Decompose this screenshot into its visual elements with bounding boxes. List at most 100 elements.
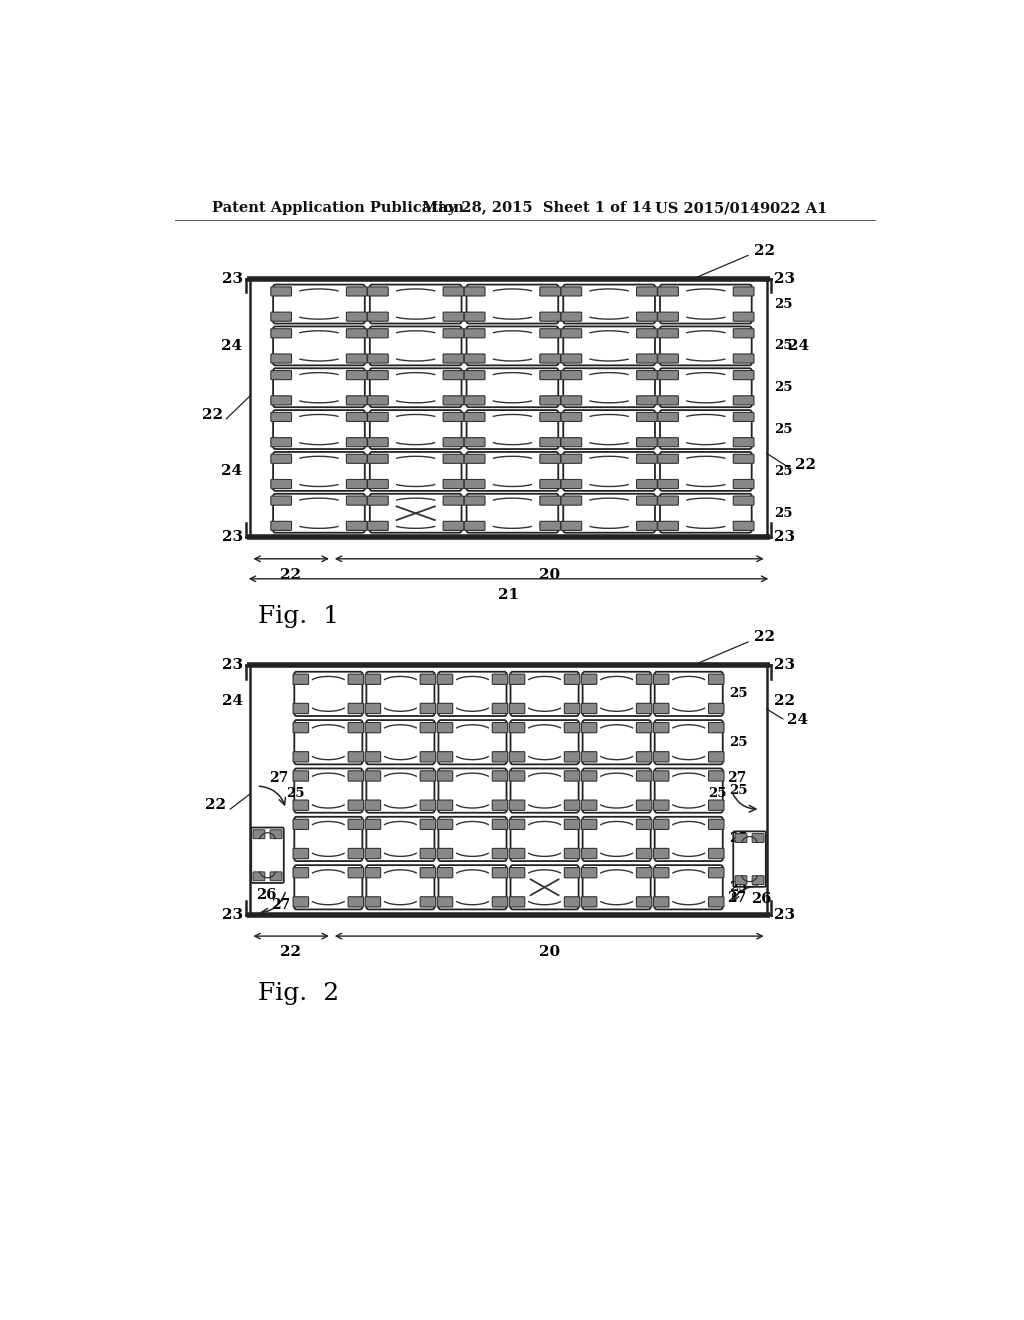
Text: US 2015/0149022 A1: US 2015/0149022 A1 — [655, 202, 827, 215]
Text: 23: 23 — [221, 531, 243, 544]
FancyBboxPatch shape — [733, 312, 754, 321]
FancyBboxPatch shape — [636, 800, 652, 810]
FancyBboxPatch shape — [583, 721, 650, 764]
Text: 21: 21 — [498, 589, 519, 602]
FancyBboxPatch shape — [270, 496, 292, 506]
FancyBboxPatch shape — [653, 704, 669, 714]
FancyBboxPatch shape — [348, 704, 364, 714]
FancyBboxPatch shape — [294, 865, 362, 909]
FancyBboxPatch shape — [637, 521, 657, 531]
FancyBboxPatch shape — [509, 722, 524, 733]
FancyBboxPatch shape — [564, 722, 580, 733]
FancyBboxPatch shape — [509, 820, 524, 829]
FancyBboxPatch shape — [540, 286, 560, 296]
FancyBboxPatch shape — [348, 849, 364, 858]
FancyBboxPatch shape — [540, 412, 560, 421]
FancyBboxPatch shape — [294, 721, 362, 764]
FancyBboxPatch shape — [709, 820, 724, 829]
FancyBboxPatch shape — [582, 751, 597, 762]
Text: 22: 22 — [206, 799, 226, 812]
FancyBboxPatch shape — [464, 479, 485, 488]
FancyBboxPatch shape — [636, 675, 652, 684]
FancyBboxPatch shape — [636, 820, 652, 829]
FancyBboxPatch shape — [509, 704, 524, 714]
FancyBboxPatch shape — [293, 771, 308, 781]
FancyBboxPatch shape — [348, 800, 364, 810]
Text: 25: 25 — [729, 688, 748, 701]
FancyBboxPatch shape — [564, 867, 580, 878]
FancyBboxPatch shape — [493, 751, 508, 762]
FancyBboxPatch shape — [493, 896, 508, 907]
FancyBboxPatch shape — [493, 820, 508, 829]
FancyBboxPatch shape — [511, 865, 579, 909]
FancyBboxPatch shape — [270, 412, 292, 421]
FancyBboxPatch shape — [511, 768, 579, 813]
FancyBboxPatch shape — [657, 454, 679, 463]
FancyBboxPatch shape — [270, 312, 292, 321]
FancyBboxPatch shape — [348, 751, 364, 762]
FancyBboxPatch shape — [637, 329, 657, 338]
FancyBboxPatch shape — [637, 479, 657, 488]
FancyBboxPatch shape — [368, 454, 388, 463]
FancyBboxPatch shape — [464, 371, 485, 380]
FancyBboxPatch shape — [636, 849, 652, 858]
FancyBboxPatch shape — [561, 286, 582, 296]
Text: 25: 25 — [286, 787, 304, 800]
FancyBboxPatch shape — [709, 771, 724, 781]
FancyBboxPatch shape — [637, 454, 657, 463]
FancyBboxPatch shape — [443, 371, 464, 380]
FancyBboxPatch shape — [509, 800, 524, 810]
FancyBboxPatch shape — [636, 751, 652, 762]
FancyBboxPatch shape — [348, 675, 364, 684]
FancyBboxPatch shape — [653, 849, 669, 858]
FancyBboxPatch shape — [653, 800, 669, 810]
FancyBboxPatch shape — [366, 867, 381, 878]
FancyBboxPatch shape — [657, 312, 679, 321]
FancyBboxPatch shape — [420, 704, 435, 714]
FancyBboxPatch shape — [346, 312, 367, 321]
FancyBboxPatch shape — [443, 354, 464, 363]
FancyBboxPatch shape — [294, 817, 362, 861]
FancyBboxPatch shape — [657, 521, 679, 531]
FancyBboxPatch shape — [346, 396, 367, 405]
FancyBboxPatch shape — [561, 479, 582, 488]
FancyBboxPatch shape — [709, 800, 724, 810]
FancyBboxPatch shape — [293, 820, 308, 829]
FancyBboxPatch shape — [660, 494, 752, 533]
FancyBboxPatch shape — [563, 451, 655, 491]
Text: 27: 27 — [727, 891, 746, 904]
FancyBboxPatch shape — [464, 496, 485, 506]
FancyBboxPatch shape — [443, 329, 464, 338]
Text: 25: 25 — [729, 735, 748, 748]
FancyBboxPatch shape — [540, 479, 560, 488]
Text: 25: 25 — [729, 784, 748, 797]
FancyBboxPatch shape — [511, 721, 579, 764]
FancyBboxPatch shape — [346, 354, 367, 363]
FancyBboxPatch shape — [270, 371, 292, 380]
FancyBboxPatch shape — [733, 438, 754, 446]
FancyBboxPatch shape — [443, 496, 464, 506]
FancyBboxPatch shape — [464, 454, 485, 463]
FancyBboxPatch shape — [348, 896, 364, 907]
FancyBboxPatch shape — [270, 354, 292, 363]
FancyBboxPatch shape — [511, 817, 579, 861]
FancyBboxPatch shape — [660, 411, 752, 449]
FancyBboxPatch shape — [637, 312, 657, 321]
FancyBboxPatch shape — [540, 312, 560, 321]
FancyBboxPatch shape — [366, 722, 381, 733]
Text: 24: 24 — [221, 465, 242, 478]
FancyBboxPatch shape — [273, 494, 365, 533]
FancyBboxPatch shape — [437, 771, 453, 781]
FancyBboxPatch shape — [420, 849, 435, 858]
FancyBboxPatch shape — [346, 521, 367, 531]
FancyBboxPatch shape — [709, 867, 724, 878]
FancyBboxPatch shape — [564, 849, 580, 858]
FancyBboxPatch shape — [561, 454, 582, 463]
FancyBboxPatch shape — [733, 354, 754, 363]
FancyBboxPatch shape — [270, 830, 282, 838]
FancyBboxPatch shape — [366, 820, 381, 829]
FancyBboxPatch shape — [346, 454, 367, 463]
FancyBboxPatch shape — [540, 371, 560, 380]
FancyBboxPatch shape — [273, 368, 365, 407]
FancyBboxPatch shape — [443, 521, 464, 531]
